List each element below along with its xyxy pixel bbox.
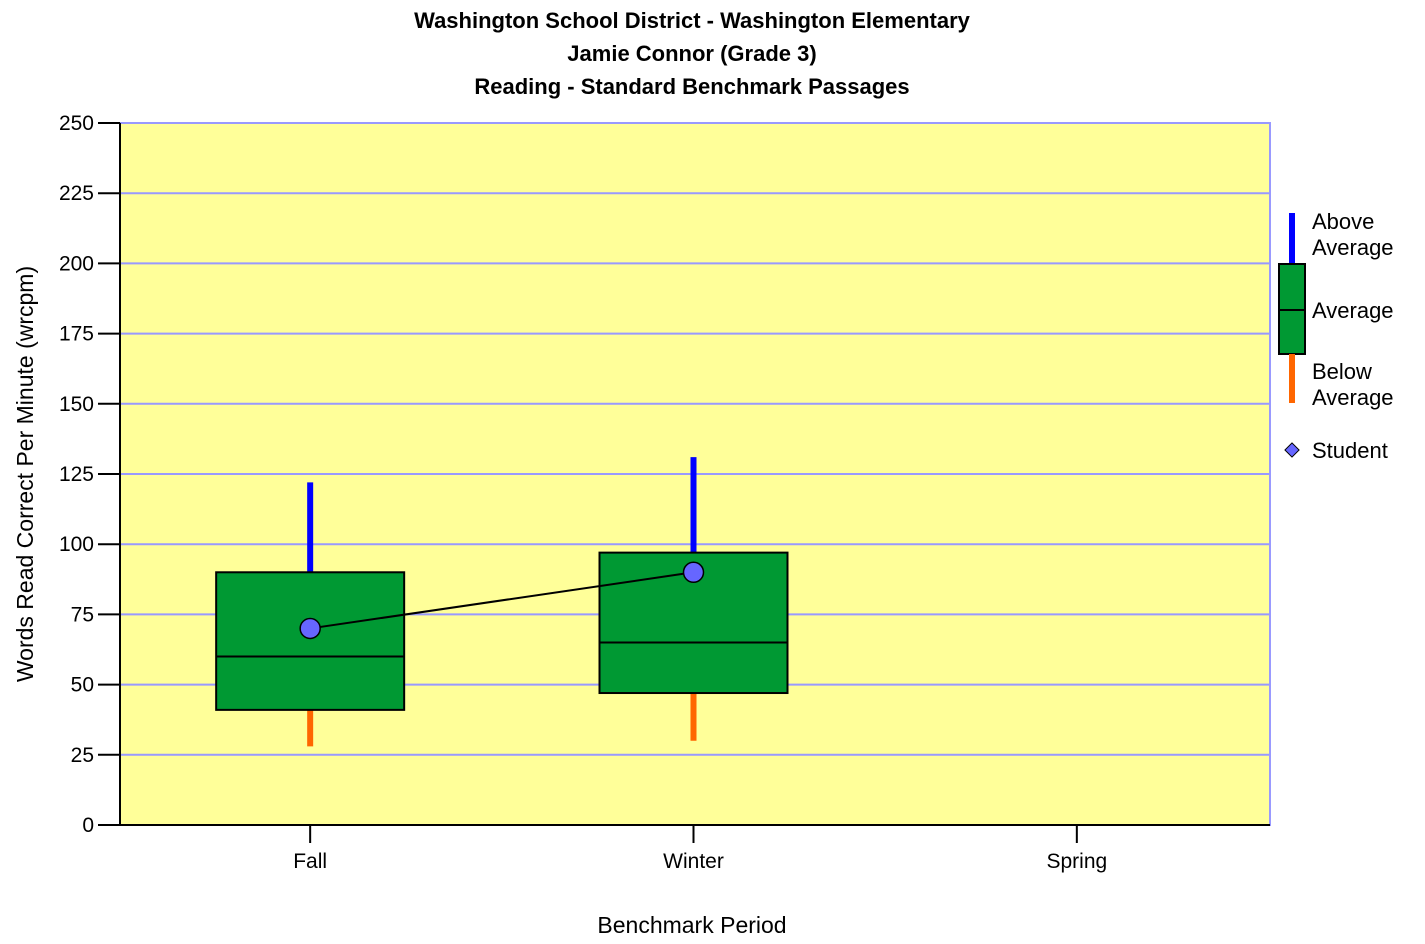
legend-label: Student: [1312, 438, 1388, 463]
y-tick-label: 100: [59, 533, 94, 556]
legend-student-swatch: [1284, 442, 1300, 458]
x-tick-label: Winter: [663, 850, 724, 873]
y-tick-label: 200: [59, 252, 94, 275]
legend-label: Below: [1312, 359, 1372, 384]
y-tick-label: 250: [59, 112, 94, 135]
y-tick-label: 225: [59, 182, 94, 205]
legend-label: Above: [1312, 209, 1374, 234]
x-tick-label: Fall: [293, 850, 327, 873]
student-point: [682, 561, 705, 584]
y-tick-label: 125: [59, 463, 94, 486]
student-series: [299, 561, 705, 640]
average-box: [215, 571, 406, 711]
student-point: [299, 617, 321, 640]
student-line: [310, 571, 694, 630]
y-tick-label: 0: [82, 814, 94, 837]
axes: 0 25 50 75 100 125 150 175 200 225 250 Fall Winter Sp…: [59, 112, 1270, 873]
legend-label: Average: [1312, 385, 1394, 410]
chart-title: Washington School District - Washington …: [414, 8, 971, 99]
box-plot-marks: [215, 457, 789, 747]
y-tick-label: 150: [59, 393, 94, 416]
y-tick-label: 25: [71, 744, 94, 767]
chart-title-line: Reading - Standard Benchmark Passages: [474, 74, 909, 99]
x-tick-label: Spring: [1046, 850, 1107, 873]
chart-title-line: Jamie Connor (Grade 3): [567, 41, 816, 66]
y-tick-label: 50: [71, 674, 94, 697]
legend-label: Average: [1312, 298, 1394, 323]
legend-label: Average: [1312, 235, 1394, 260]
x-axis-title: Benchmark Period: [597, 912, 786, 938]
y-tick-label: 175: [59, 323, 94, 346]
y-tick-label: 75: [71, 603, 94, 626]
chart-title-line: Washington School District - Washington …: [414, 8, 971, 33]
y-axis-title: Words Read Correct Per Minute (wrcpm): [12, 266, 38, 682]
